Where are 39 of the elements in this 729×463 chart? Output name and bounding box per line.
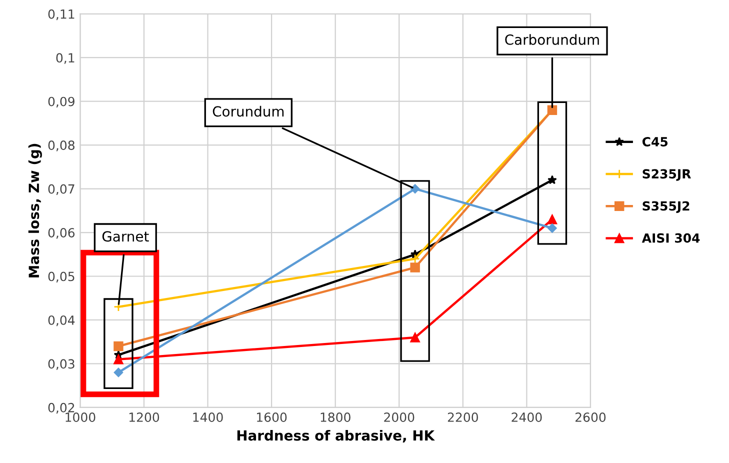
x-tick-label: 1600 [257,412,287,422]
y-tick-label: 0,02 [48,402,74,414]
point [410,332,420,342]
x-tick-label: 2600 [576,412,606,422]
y-tick-label: 0,08 [48,140,74,152]
point [410,254,420,264]
y-axis-title: Mass loss, Zw (g) [28,144,42,278]
point [548,224,557,233]
legend-label: AISI 304 [642,233,700,243]
x-tick-label: 1400 [193,412,223,422]
y-tick-label: 0,03 [48,359,74,370]
y-tick-label: 0,07 [48,184,74,196]
annotation: Carborundum [505,34,599,45]
x-tick-label: 2200 [448,412,478,422]
y-tick-label: 0,09 [48,96,74,108]
point [410,262,420,272]
legend-label: C45 [642,137,668,146]
point [410,184,420,194]
point [114,368,124,378]
legend-label: S355J2 [642,201,690,213]
y-tick-label: 0,11 [48,9,74,20]
y-tick-label: 0,06 [48,228,75,239]
point [114,341,124,352]
y-tick-label: 0,04 [48,315,75,326]
legend-label: S235JR [642,169,691,181]
point [114,354,124,364]
point [548,175,557,184]
x-axis-title: Hardness of abrasive, HK [237,430,435,442]
x-tick-label: 1200 [129,412,160,422]
x-tick-label: 1000 [66,412,96,422]
y-tick-label: 0,1 [56,53,74,64]
annotation: Corundum [212,106,284,117]
point [114,302,124,312]
x-tick-label: 2400 [512,412,542,422]
x-tick-label: 1800 [320,412,350,422]
annotation: Garnet [102,231,149,242]
x-tick-label: 2000 [384,412,414,422]
point [547,214,558,224]
y-tick-label: 0,05 [48,272,74,282]
